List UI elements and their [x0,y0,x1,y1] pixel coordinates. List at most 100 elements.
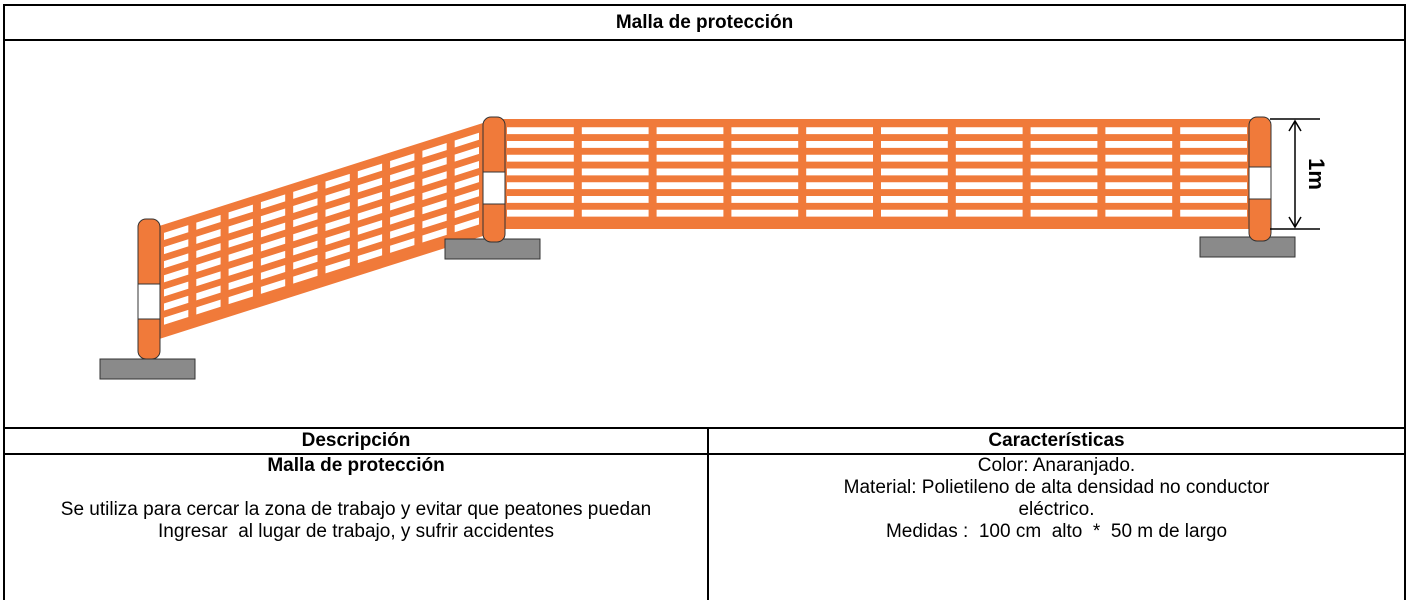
mesh-slot [581,196,649,203]
mesh-slot [196,229,221,244]
mesh-slot [1030,168,1098,176]
mesh-slot [357,205,383,221]
mesh-slot [731,127,799,135]
mesh-slot [293,226,318,242]
characteristic: Material: Polietileno de alta densidad n… [843,477,1275,520]
mesh-slot [260,222,286,238]
mesh-slot [196,285,221,301]
mesh-slot [164,225,189,240]
mesh-slot [422,227,447,243]
mesh-slot [357,234,383,249]
mesh-slot [1180,182,1247,190]
mesh-slot [422,171,447,187]
mesh-slot [293,184,318,199]
mesh-slot [806,209,873,217]
mesh-slot [581,209,649,217]
mesh-slot [581,127,649,135]
mesh-slot [196,271,221,287]
mesh-slot [507,182,574,190]
mesh-slot [196,243,221,258]
mesh-slot [656,209,724,217]
mesh-slot [806,196,873,203]
mesh-slot [293,212,318,228]
mesh-slot [422,199,447,215]
mesh-slot [955,168,1023,176]
mesh-slot [656,168,724,176]
mesh-slot [293,198,318,214]
mesh-slot [390,153,415,169]
mesh-slot [228,232,253,248]
mesh-slot [507,196,574,203]
mesh-slot [454,189,480,205]
mesh-slot [731,196,799,203]
mesh-slot [806,182,873,190]
mesh-slot [390,209,415,225]
mesh-slot [1105,196,1173,203]
mesh-slot [731,154,799,162]
mesh-slot [806,154,873,162]
mesh-slot [390,167,415,183]
mesh-slot [422,143,447,158]
mesh-slot [454,160,480,176]
mesh-slot [1030,141,1098,148]
mesh-slot [731,168,799,176]
mesh-slot [454,203,480,219]
mesh-slot [1105,209,1173,217]
mesh-slot [1105,141,1173,148]
right-mesh [503,119,1251,229]
description-line: Se utiliza para cercar la zona de trabaj… [60,499,652,520]
mesh-slot [1180,127,1247,135]
mesh-slot [260,208,286,224]
mesh-slot [1180,196,1247,203]
mesh-slot [228,204,253,220]
mesh-slot [881,127,948,135]
title: Malla de protección [615,12,794,33]
mesh-slot [390,195,415,211]
mesh-slot [656,196,724,203]
mesh-slot [955,196,1023,203]
mesh-slot [507,141,574,148]
mesh-slot [507,127,574,135]
title-cell: Malla de protección [3,4,1406,41]
mesh-slot [260,250,286,266]
posts [137,116,1272,360]
mesh-slot [731,182,799,190]
mesh-slot [325,230,350,246]
mesh-slot [325,202,350,217]
mesh-slot [325,216,350,231]
mesh-slot [1180,154,1247,162]
mesh-slot [955,209,1023,217]
mesh-slot [1030,196,1098,203]
mesh-slot [164,253,189,269]
dimension-label: 1m [1304,158,1329,190]
mesh-slot [1030,209,1098,217]
mesh-slot [196,299,221,315]
mesh-slot [390,238,415,253]
mesh-slot [731,209,799,217]
mesh-slot [422,185,447,201]
mesh-slot [164,281,189,297]
mesh-slot [196,214,221,230]
mesh-slot [228,261,253,276]
mesh-slot [164,295,189,311]
mesh-slot [881,168,948,176]
mesh-slot [1030,182,1098,190]
mesh-slot [390,223,415,239]
mesh-slot [1105,168,1173,176]
mesh-slot [164,309,189,325]
mesh-slot [581,168,649,176]
mesh-slot [260,194,286,210]
mesh-slot [507,154,574,162]
mesh-slot [806,127,873,135]
column-header: Características [988,430,1125,451]
mesh-slot [581,154,649,162]
mesh-slot [228,289,253,305]
fence-illustration: 1m [99,116,1329,380]
characteristics-cell: Color: Anaranjado. Material: Polietileno… [707,453,1406,600]
mesh-slot [955,154,1023,162]
image-cell: 1m [3,39,1406,429]
mesh-slot [656,182,724,190]
mesh-slot [325,258,350,274]
mesh-slot [325,244,350,260]
